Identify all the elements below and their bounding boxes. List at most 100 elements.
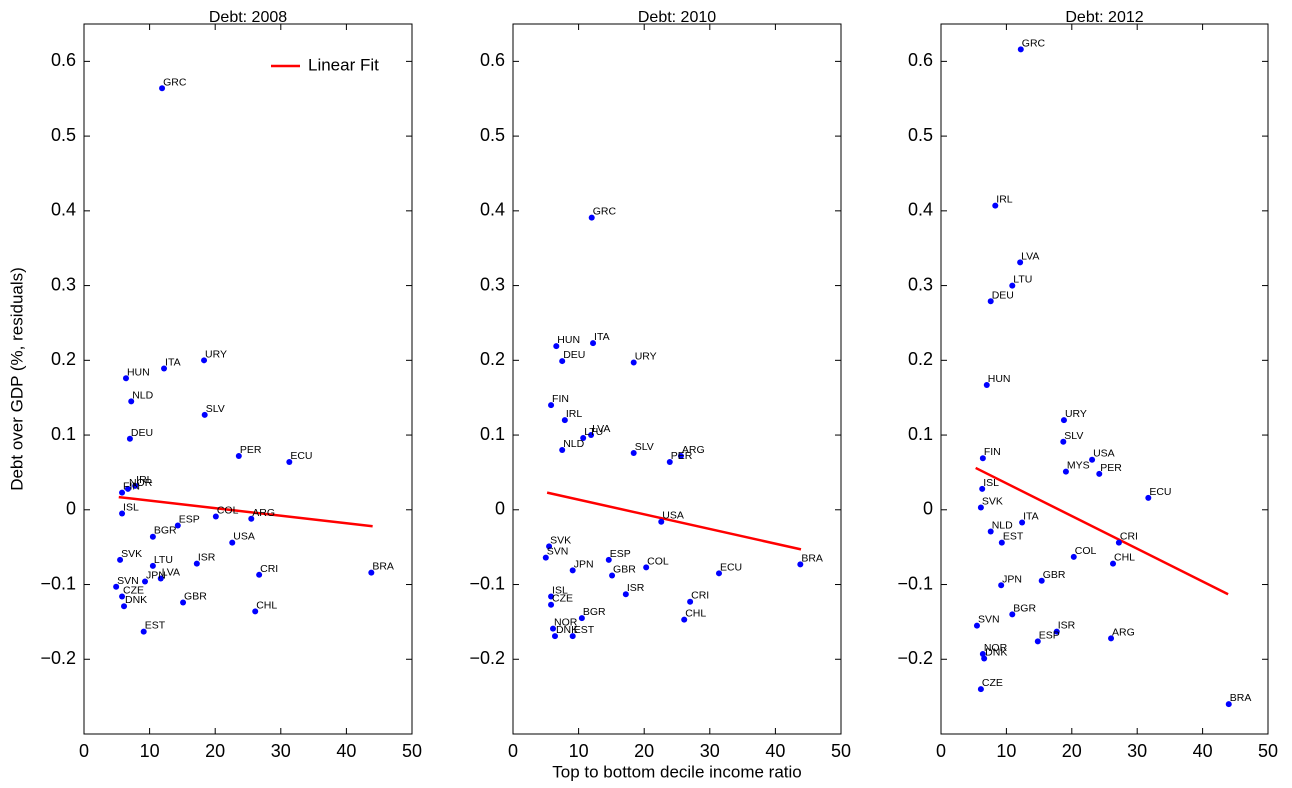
point-label: SVN xyxy=(117,575,139,587)
point-label: DNK xyxy=(125,594,147,606)
point-label: BRA xyxy=(801,552,823,564)
point-label: NLD xyxy=(563,438,584,450)
point xyxy=(1108,635,1115,642)
y-tick-label: −0.1 xyxy=(40,573,76,593)
point xyxy=(368,569,375,576)
point-label: SVK xyxy=(121,548,142,560)
point xyxy=(983,381,990,388)
y-tick-label: −0.2 xyxy=(897,648,933,668)
point xyxy=(551,633,558,640)
point-label: GBR xyxy=(613,564,636,576)
y-tick-label: 0.6 xyxy=(51,50,76,70)
x-tick-label: 50 xyxy=(402,741,422,761)
x-tick-label: 0 xyxy=(508,741,518,761)
y-tick-label: −0.1 xyxy=(897,573,933,593)
y-axis-label: Debt over GDP (%, residuals) xyxy=(7,267,26,491)
point-label: ECU xyxy=(290,450,312,462)
point-label: ECU xyxy=(720,561,742,573)
y-tick-label: −0.1 xyxy=(469,573,505,593)
point xyxy=(128,398,135,405)
x-tick-label: 30 xyxy=(700,741,720,761)
point-label: FIN xyxy=(123,481,140,493)
point-label: SVN xyxy=(978,614,1000,626)
point-label: FIN xyxy=(984,446,1001,458)
point-label: SVK xyxy=(982,496,1003,508)
point xyxy=(149,533,156,540)
point-label: IRL xyxy=(996,194,1013,206)
point xyxy=(1096,470,1103,477)
x-tick-label: 0 xyxy=(79,741,89,761)
point xyxy=(609,572,616,579)
point xyxy=(979,455,986,462)
point xyxy=(1017,46,1024,53)
point xyxy=(546,543,553,550)
point-label: HUN xyxy=(557,334,580,346)
x-tick-label: 0 xyxy=(936,741,946,761)
point-label: CZE xyxy=(123,584,144,596)
point-label: CHL xyxy=(256,599,277,611)
point-label: LVA xyxy=(1021,250,1039,262)
point-label: EST xyxy=(145,620,166,632)
y-tick-label: 0 xyxy=(495,499,505,519)
point xyxy=(550,625,557,632)
point xyxy=(113,583,120,590)
point xyxy=(548,593,555,600)
point xyxy=(559,447,566,453)
point xyxy=(1225,701,1232,708)
y-tick-label: −0.2 xyxy=(469,648,505,668)
fit-line xyxy=(975,466,1229,596)
x-tick-label: 10 xyxy=(996,741,1016,761)
point xyxy=(149,562,156,569)
point-label: LTU xyxy=(154,554,173,566)
point xyxy=(157,575,164,582)
point xyxy=(1060,438,1067,445)
point-label: ITA xyxy=(165,357,181,369)
point-label: SLV xyxy=(635,441,654,453)
point xyxy=(1089,456,1096,463)
point-label: ITA xyxy=(594,331,610,343)
point-label: HUN xyxy=(127,366,150,378)
point-label: JPN xyxy=(574,558,594,570)
point xyxy=(122,375,129,382)
point-label: CHL xyxy=(685,608,706,620)
point-label: NOR xyxy=(129,477,153,489)
panel-title: Debt: 2010 xyxy=(638,9,716,26)
point xyxy=(119,510,126,517)
point xyxy=(569,633,576,640)
axes-box xyxy=(83,23,413,735)
point-label: BGR xyxy=(154,525,177,537)
point-label: URY xyxy=(1065,408,1087,420)
y-tick-label: 0 xyxy=(66,499,76,519)
point xyxy=(622,591,629,598)
point-label: PER xyxy=(240,444,262,456)
y-tick-label: 0 xyxy=(923,499,933,519)
point xyxy=(542,554,549,561)
y-tick-label: 0.1 xyxy=(51,424,76,444)
y-tick-label: 0.3 xyxy=(480,274,505,294)
point xyxy=(973,622,980,629)
point xyxy=(687,598,694,605)
point-label: LTU xyxy=(584,426,603,438)
point-label: GRC xyxy=(593,206,617,218)
point-label: BRA xyxy=(1230,692,1252,704)
point xyxy=(992,202,999,209)
y-tick-label: 0.1 xyxy=(908,424,933,444)
point xyxy=(677,452,684,459)
y-tick-label: 0.4 xyxy=(908,200,933,220)
x-tick-label: 40 xyxy=(1193,741,1213,761)
point xyxy=(174,522,181,529)
point xyxy=(248,515,255,522)
point-label: ARG xyxy=(682,444,705,456)
point-label: COL xyxy=(647,555,669,567)
point-label: SLV xyxy=(1064,430,1083,442)
point xyxy=(132,482,139,489)
point-label: IRL xyxy=(566,408,583,420)
point xyxy=(569,567,576,574)
point xyxy=(548,601,555,608)
point-label: ECU xyxy=(1149,486,1171,498)
point-label: LVA xyxy=(592,423,610,435)
point xyxy=(630,359,637,366)
point-label: DNK xyxy=(556,624,578,636)
fit-line xyxy=(546,491,802,551)
